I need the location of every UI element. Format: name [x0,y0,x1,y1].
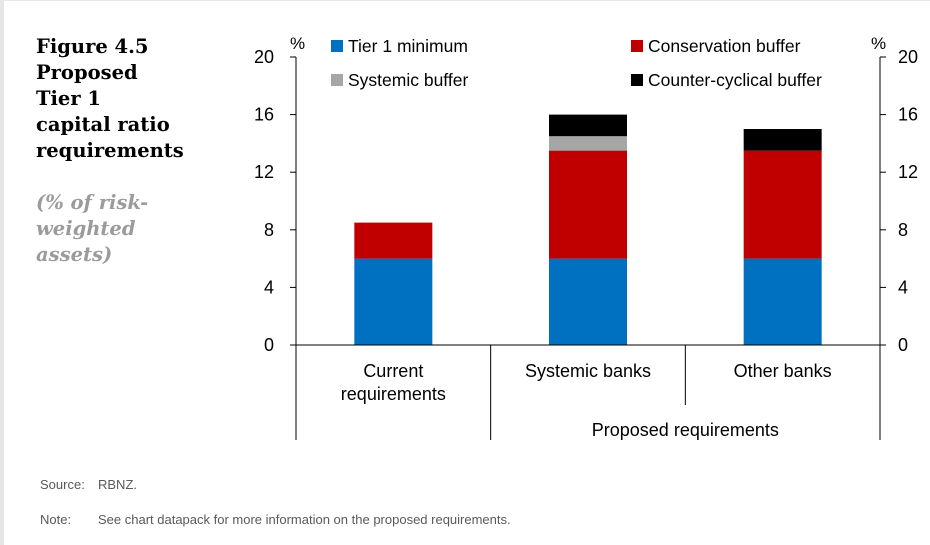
x-tick-label: Systemic banks [525,361,651,381]
bar-segment [743,129,822,151]
y-unit-label-right: % [871,34,886,53]
footnote: Note: See chart datapack for more informa… [40,512,511,527]
legend-label: Systemic buffer [348,70,468,90]
group-label: Proposed requirements [592,420,779,440]
y-tick-label-left: 8 [264,220,274,240]
figure-subtitle: (% of risk- weighted assets) [36,190,226,268]
bar-segment [549,150,627,259]
bar-segment [743,150,822,259]
note-label: Note: [40,512,72,527]
y-tick-label-right: 0 [898,335,908,355]
y-tick-label-left: 0 [264,335,274,355]
source-text: RBNZ. [98,477,137,492]
figure-title-line: Proposed [36,61,138,84]
legend-swatch [631,40,643,52]
y-tick-label-left: 16 [254,105,274,125]
figure-title-line: Tier 1 [36,87,101,110]
legend-label: Tier 1 minimum [348,36,468,56]
y-tick-label-right: 20 [898,47,918,67]
legend-swatch [631,74,643,86]
figure-title-line: requirements [36,139,184,162]
y-tick-label-right: 12 [898,162,918,182]
legend-swatch [331,74,343,86]
source-label: Source: [40,477,85,492]
legend-label: Conservation buffer [648,36,801,56]
y-tick-label-right: 8 [898,220,908,240]
bar-segment [549,258,627,345]
figure-title-line: Figure 4.5 [36,35,149,58]
bar-segment [354,222,433,259]
bar-segment [549,114,627,137]
figure-title: Figure 4.5 Proposed Tier 1 capital ratio… [36,34,226,164]
bar-segment [354,258,433,345]
bar-segment [549,136,627,151]
y-tick-label-left: 4 [264,277,274,297]
y-tick-label-left: 20 [254,47,274,67]
figure-subtitle-line: weighted [36,217,136,240]
y-tick-label-left: 12 [254,162,274,182]
y-tick-label-right: 4 [898,277,908,297]
figure-subtitle-line: assets) [36,243,113,266]
figure-title-line: capital ratio [36,113,170,136]
source-note: Source: RBNZ. [40,477,137,492]
bar-segment [743,258,822,345]
x-tick-label: Other banks [734,361,832,381]
legend-swatch [331,40,343,52]
x-tick-label: requirements [341,384,446,404]
y-unit-label-left: % [290,34,305,53]
legend-label: Counter-cyclical buffer [648,70,822,90]
x-tick-label: Current [363,361,423,381]
figure-subtitle-line: (% of risk- [36,191,149,214]
note-text: See chart datapack for more information … [98,512,511,527]
y-tick-label-right: 16 [898,105,918,125]
